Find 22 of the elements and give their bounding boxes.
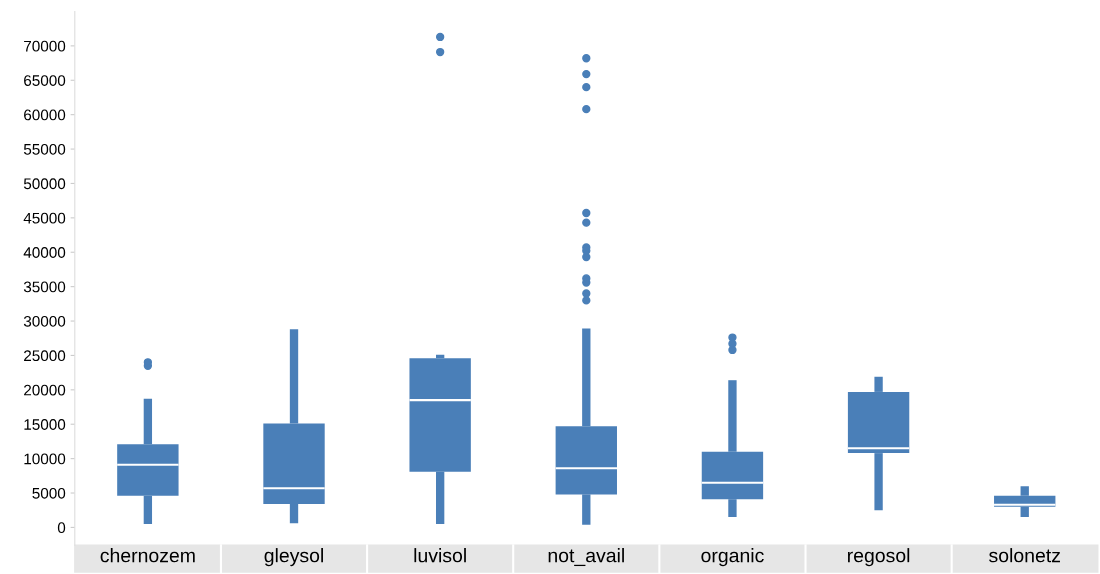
y-tick-label: 60000: [24, 109, 66, 121]
y-tick-label: 40000: [23, 247, 66, 258]
y-tick-label: 55000: [23, 143, 66, 155]
x-tick-label: regosol: [847, 548, 910, 567]
y-tick-label: 10000: [24, 453, 66, 465]
x-tick-label: not_avail: [548, 548, 624, 567]
y-tick-label: 20000: [24, 384, 66, 396]
y-tick-label: 25000: [24, 350, 66, 362]
y-tick-label: 45000: [23, 212, 66, 224]
y-tick-label: 30000: [23, 315, 66, 327]
y-tick-label: 50000: [23, 178, 66, 190]
y-tick-label: 65000: [24, 75, 66, 86]
x-tick-label: gleysol: [264, 548, 323, 567]
y-tick-label: 70000: [24, 40, 66, 52]
y-tick-label: 35000: [23, 281, 66, 293]
x-tick-label: solonetz: [989, 548, 1060, 563]
y-tick-label: 5000: [32, 487, 66, 499]
x-tick-label: luvisol: [414, 548, 466, 563]
x-tick-label: organic: [701, 548, 764, 567]
x-tick-label: chernozem: [100, 548, 195, 563]
y-tick-label: 15000: [24, 419, 66, 430]
y-tick-label: 0: [57, 522, 66, 534]
